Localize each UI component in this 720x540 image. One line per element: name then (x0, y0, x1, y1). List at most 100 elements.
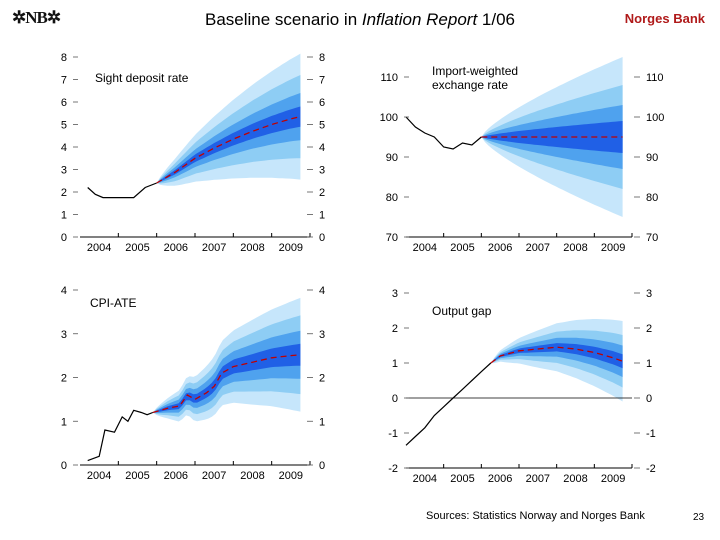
y-tick-label-right: 80 (646, 192, 658, 204)
history-line (405, 362, 492, 446)
y-tick-label-left: 1 (61, 416, 67, 428)
sight-deposit-rate-chart: 2004 2005 2006 2007 2008 2009 0 1 2 3 4 5 6 7 8 0 1 2 3 4 5 6… (61, 52, 325, 254)
title-suffix: 1/06 (477, 10, 515, 29)
page-number: 23 (693, 512, 705, 523)
y-tick-label-right: 2 (319, 187, 325, 199)
y-tick-label-right: 4 (319, 285, 325, 297)
x-tick-label: 2007 (202, 470, 226, 482)
y-tick-label-right: 110 (646, 72, 664, 84)
fan-band-4 (490, 343, 623, 369)
y-tick-label-left: 1 (61, 210, 67, 222)
y-tick-label-right: 1 (319, 210, 325, 222)
baseline-forecast-line (156, 115, 301, 184)
x-tick-label: 2005 (125, 242, 149, 254)
y-tick-label-right: 8 (319, 52, 325, 64)
y-tick-label-right: 3 (319, 329, 325, 341)
y-tick-label-left: 0 (392, 393, 398, 405)
x-tick-label: 2008 (240, 470, 264, 482)
y-tick-label-left: 4 (61, 285, 67, 297)
x-tick-label: 2004 (413, 473, 437, 485)
y-tick-label-left: 2 (392, 323, 398, 335)
y-tick-label-left: 4 (61, 142, 67, 154)
y-tick-label-left: 70 (386, 232, 398, 244)
y-tick-label-left: 0 (61, 460, 67, 472)
output-gap-chart: 2004 2005 2006 2007 2008 2009 -2 -1 0 1 2 3 -2 -1 0 1 2 3… (388, 288, 656, 485)
cpi-ate-chart: 2004 2005 2006 2007 2008 2009 0 1 2 3 4 0 1 2 3 4 CPI-AT… (61, 285, 325, 482)
y-tick-label-right: 0 (646, 393, 652, 405)
title-italic: Inflation Report (361, 10, 478, 29)
page-title: Baseline scenario in Inflation Report 1/… (150, 10, 570, 30)
y-tick-label-right: 3 (646, 288, 652, 300)
y-tick-label-left: 2 (61, 187, 67, 199)
x-tick-label: 2006 (488, 242, 512, 254)
chart-title: Output gap (432, 304, 492, 318)
x-tick-label: 2004 (87, 470, 111, 482)
y-tick-label-left: -1 (388, 428, 398, 440)
history-line (405, 116, 482, 150)
fan-band-4 (152, 343, 301, 413)
y-tick-label-left: 8 (61, 52, 67, 64)
y-tick-label-right: 2 (646, 323, 652, 335)
baseline-forecast-line (152, 354, 301, 414)
y-tick-label-left: 0 (61, 232, 67, 244)
title-prefix: Baseline scenario in (205, 10, 362, 29)
x-tick-label: 2009 (279, 470, 303, 482)
y-tick-label-right: 0 (319, 232, 325, 244)
y-tick-label-left: 3 (61, 165, 67, 177)
brand-name: Norges Bank (624, 11, 705, 26)
y-tick-label-right: 70 (646, 232, 658, 244)
fan-band-4 (156, 106, 301, 183)
y-tick-label-left: 5 (61, 120, 67, 132)
x-tick-label: 2009 (601, 473, 625, 485)
y-tick-label-right: 6 (319, 97, 325, 109)
y-tick-label-left: 110 (380, 72, 398, 84)
y-tick-label-left: 3 (392, 288, 398, 300)
y-tick-label-right: 90 (646, 152, 658, 164)
y-tick-label-left: 100 (380, 112, 398, 124)
history-line (87, 182, 157, 199)
y-tick-label-right: 7 (319, 75, 325, 87)
y-tick-label-left: 2 (61, 373, 67, 385)
x-tick-label: 2006 (164, 470, 188, 482)
baseline-forecast-line (490, 346, 623, 364)
y-tick-label-right: 2 (319, 373, 325, 385)
import-weighted-exchange-rate-chart: 2004 2005 2006 2007 2008 2009 70 80 90 100 110 70 80… (380, 57, 664, 254)
y-tick-label-right: 1 (646, 358, 652, 370)
sources-note: Sources: Statistics Norway and Norges Ba… (426, 510, 645, 522)
x-tick-label: 2008 (240, 242, 264, 254)
y-tick-label-left: 80 (386, 192, 398, 204)
x-tick-label: 2008 (563, 242, 587, 254)
y-tick-label-right: -1 (646, 428, 656, 440)
chart-title: Sight deposit rate (95, 71, 189, 85)
y-tick-label-right: 100 (646, 112, 664, 124)
y-tick-label-left: 90 (386, 152, 398, 164)
y-tick-label-right: 0 (319, 460, 325, 472)
x-tick-label: 2007 (526, 242, 550, 254)
y-tick-label-left: 3 (61, 329, 67, 341)
x-tick-label: 2005 (450, 242, 474, 254)
x-tick-label: 2006 (164, 242, 188, 254)
chart-title: CPI-ATE (90, 296, 136, 310)
y-tick-label-right: 5 (319, 120, 325, 132)
x-tick-label: 2007 (526, 473, 550, 485)
x-tick-label: 2009 (279, 242, 303, 254)
y-tick-label-left: 6 (61, 97, 67, 109)
y-tick-label-right: 1 (319, 416, 325, 428)
x-tick-label: 2005 (450, 473, 474, 485)
y-tick-label-right: -2 (646, 463, 656, 475)
x-tick-label: 2005 (125, 470, 149, 482)
x-tick-label: 2004 (413, 242, 437, 254)
y-tick-label-left: 1 (392, 358, 398, 370)
x-tick-label: 2007 (202, 242, 226, 254)
x-tick-label: 2006 (488, 473, 512, 485)
y-tick-label-right: 3 (319, 165, 325, 177)
x-tick-label: 2008 (563, 473, 587, 485)
y-tick-label-right: 4 (319, 142, 325, 154)
x-tick-label: 2004 (87, 242, 111, 254)
y-tick-label-left: 7 (61, 75, 67, 87)
chart-title: Import-weighted exchange rate (432, 64, 518, 92)
x-tick-label: 2009 (601, 242, 625, 254)
norges-bank-logo: ✲NB✲ (12, 8, 61, 27)
history-line (87, 409, 154, 462)
y-tick-label-left: -2 (388, 463, 398, 475)
